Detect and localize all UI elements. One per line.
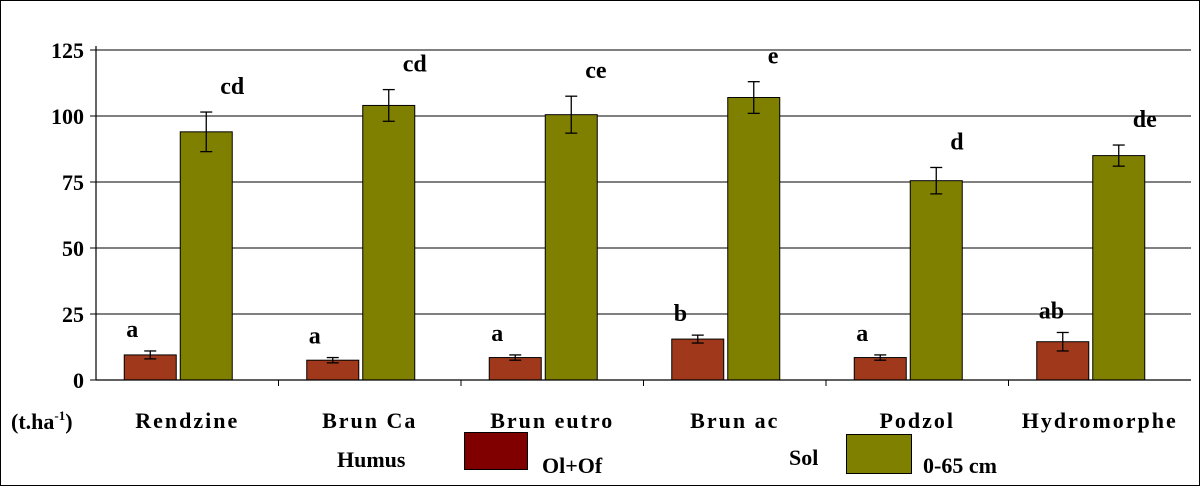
significance-letter: cd — [220, 74, 245, 100]
gridlines — [90, 49, 1191, 386]
y-tick-label: 0 — [73, 368, 84, 393]
significance-letters: a cd a cd a ce b e a d ab de — [126, 44, 1157, 350]
legend-swatch-0-65cm — [846, 434, 912, 474]
significance-letter: e — [768, 44, 779, 70]
legend-ol-of-label: Ol+Of — [542, 453, 603, 478]
axes — [95, 46, 1191, 381]
bar-ol-of — [488, 357, 542, 381]
bar-0-65cm — [544, 114, 598, 381]
significance-letter: cd — [403, 52, 428, 78]
y-axis-unit-label: (t.ha-1) — [11, 408, 73, 434]
significance-letter: a — [856, 321, 868, 347]
y-tick-label: 25 — [62, 302, 84, 327]
bar-0-65cm — [909, 180, 963, 381]
bar-0-65cm — [362, 104, 416, 381]
x-tick-label: Brun ac — [690, 408, 779, 433]
legend-sol-label: Sol — [789, 445, 819, 470]
y-tick-label: 100 — [51, 104, 84, 129]
significance-letter: de — [1133, 107, 1157, 133]
significance-letter: ce — [585, 58, 607, 84]
significance-letter: a — [126, 317, 138, 343]
significance-letter: ab — [1039, 298, 1064, 324]
bar-ol-of — [671, 338, 725, 381]
legend-0-65cm-label: 0-65 cm — [923, 453, 997, 478]
bars — [123, 97, 1146, 381]
significance-letter: b — [674, 301, 687, 327]
significance-letter: a — [309, 324, 321, 350]
x-tick-label: Podzol — [879, 408, 955, 433]
x-tick-label: Rendzine — [135, 408, 239, 433]
significance-letter: a — [491, 321, 503, 347]
y-tick-label: 50 — [62, 236, 84, 261]
legend-swatch-ol-of — [464, 432, 528, 470]
bar-0-65cm — [179, 131, 233, 381]
bar-0-65cm — [727, 97, 781, 381]
legend-humus-label: Humus — [337, 447, 406, 472]
significance-letter: d — [950, 129, 964, 155]
x-tick-label: Brun Ca — [322, 408, 417, 433]
y-tick-labels: 0 25 50 75 100 125 — [51, 38, 84, 393]
bar-ol-of — [853, 357, 907, 381]
x-tick-labels: Rendzine Brun Ca Brun eutro Brun ac Podzol Hy… — [135, 408, 1178, 433]
y-tick-label: 125 — [51, 38, 84, 63]
error-bars — [144, 81, 1125, 364]
bar-0-65cm — [1092, 155, 1146, 381]
x-tick-label: Hydromorphe — [1022, 408, 1178, 433]
x-tick-label: Brun eutro — [490, 408, 614, 433]
y-tick-label: 75 — [62, 170, 84, 195]
